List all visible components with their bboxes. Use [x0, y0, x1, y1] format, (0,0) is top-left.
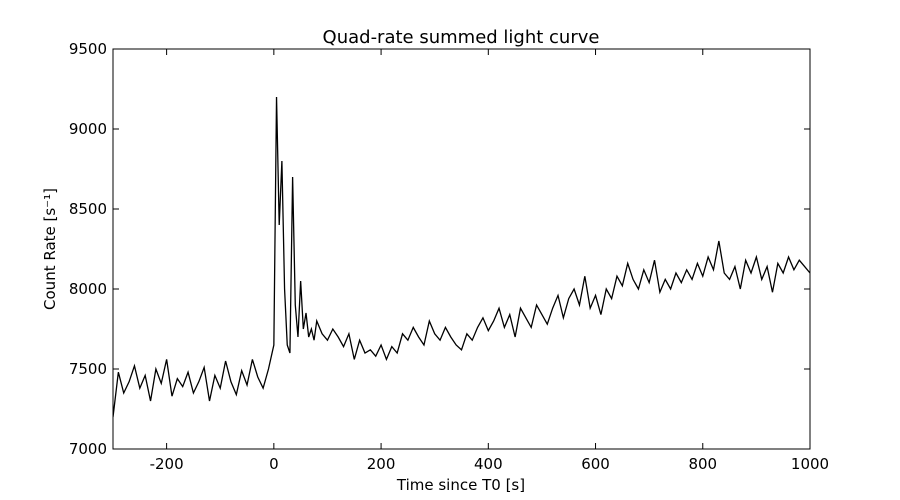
chart-title: Quad-rate summed light curve — [323, 27, 600, 48]
x-tick-label: 1000 — [791, 455, 829, 473]
y-axis-label: Count Rate [s⁻¹] — [41, 188, 59, 310]
y-tick-label: 8000 — [69, 280, 107, 298]
x-tick-label: 0 — [269, 455, 279, 473]
x-tick-label: 200 — [367, 455, 396, 473]
y-tick-label: 9000 — [69, 120, 107, 138]
y-tick-label: 7000 — [69, 440, 107, 458]
x-axis-label: Time since T0 [s] — [396, 476, 525, 494]
y-tick-label: 7500 — [69, 360, 107, 378]
x-tick-label: -200 — [150, 455, 184, 473]
x-tick-label: 600 — [581, 455, 610, 473]
x-tick-label: 400 — [474, 455, 503, 473]
light-curve — [113, 96, 810, 418]
y-tick-label: 8500 — [69, 200, 107, 218]
x-tick-label: 800 — [688, 455, 717, 473]
plot-frame — [112, 48, 811, 450]
y-tick-label: 9500 — [69, 40, 107, 58]
